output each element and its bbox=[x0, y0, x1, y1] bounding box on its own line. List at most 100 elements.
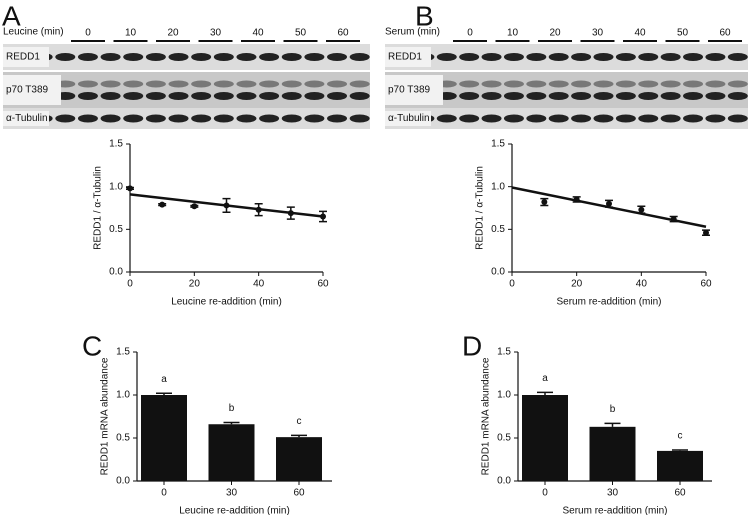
blot-band bbox=[548, 80, 569, 88]
blot-band bbox=[77, 114, 98, 123]
significance-letter: b bbox=[229, 403, 235, 414]
blot-band bbox=[145, 80, 166, 88]
treatment-label: Serum (min) bbox=[385, 27, 440, 38]
error-bar bbox=[223, 421, 240, 425]
y-tick-label: 0.5 bbox=[491, 224, 505, 235]
blot-band bbox=[145, 114, 166, 123]
blot-band bbox=[55, 53, 76, 61]
blot-band bbox=[705, 92, 726, 100]
x-axis-label: Serum re-addition (min) bbox=[556, 297, 661, 308]
blot-band bbox=[727, 53, 748, 61]
blot-band bbox=[526, 80, 547, 88]
data-point bbox=[606, 200, 612, 207]
bar bbox=[141, 395, 187, 481]
y-tick-label: 1.5 bbox=[109, 139, 123, 150]
blot-band bbox=[304, 92, 325, 100]
blot-band bbox=[526, 92, 547, 100]
y-tick-label: 1.5 bbox=[491, 139, 505, 150]
blot-band bbox=[683, 114, 704, 123]
blot-band bbox=[526, 114, 547, 123]
y-tick-label: 0.5 bbox=[497, 433, 511, 444]
blot-band bbox=[593, 53, 614, 61]
y-axis-label: REDD1 mRNA abundance bbox=[481, 357, 492, 475]
blot-label-bg bbox=[3, 75, 61, 105]
blot-band bbox=[145, 92, 166, 100]
blot-band bbox=[304, 80, 325, 88]
blot-band bbox=[615, 80, 636, 88]
blot-band bbox=[571, 114, 592, 123]
blot-band bbox=[481, 53, 502, 61]
blot-band bbox=[213, 92, 234, 100]
blot-band bbox=[145, 53, 166, 61]
blot-band bbox=[548, 92, 569, 100]
blot-band bbox=[727, 114, 748, 123]
blot-band bbox=[660, 114, 681, 123]
timepoint-label: 0 bbox=[467, 28, 473, 39]
blot-band bbox=[236, 53, 257, 61]
blot-band bbox=[436, 114, 457, 123]
blot-band bbox=[191, 92, 212, 100]
y-tick-label: 0.0 bbox=[109, 267, 123, 278]
blot-band bbox=[281, 80, 302, 88]
y-axis-label: REDD1 / α-Tubulin bbox=[93, 166, 104, 250]
panel-letter: C bbox=[82, 330, 102, 361]
blot-row-label: REDD1 bbox=[6, 52, 40, 63]
timepoint-label: 10 bbox=[125, 28, 137, 39]
y-tick-label: 0.0 bbox=[116, 476, 130, 487]
data-point bbox=[638, 206, 645, 213]
blot-band bbox=[481, 80, 502, 88]
blot-band bbox=[615, 114, 636, 123]
x-tick-label: 0 bbox=[542, 488, 548, 499]
y-tick-label: 0.5 bbox=[116, 433, 130, 444]
x-tick-label: 40 bbox=[253, 279, 265, 290]
error-bar bbox=[291, 434, 307, 438]
blot-band bbox=[660, 92, 681, 100]
blot-label-bg bbox=[385, 75, 443, 105]
blot-band bbox=[683, 80, 704, 88]
timepoint-label: 50 bbox=[677, 28, 689, 39]
blot-band bbox=[459, 114, 480, 123]
blot-row-label: α-Tubulin bbox=[388, 113, 430, 124]
error-bar bbox=[537, 391, 553, 395]
timepoint-label: 40 bbox=[252, 28, 264, 39]
error-bar bbox=[672, 449, 688, 451]
blot-band bbox=[236, 92, 257, 100]
blot-band bbox=[191, 114, 212, 123]
blot-band bbox=[123, 80, 144, 88]
x-axis-label: Serum re-addition (min) bbox=[562, 506, 667, 515]
blot-band bbox=[436, 53, 457, 61]
blot-strip bbox=[3, 72, 370, 108]
blot-band bbox=[683, 92, 704, 100]
panel-letter: D bbox=[462, 330, 482, 361]
y-tick-label: 0.0 bbox=[497, 476, 511, 487]
blot-label-bg bbox=[3, 111, 49, 126]
bar bbox=[657, 450, 703, 481]
blot-band bbox=[123, 114, 144, 123]
x-tick-label: 60 bbox=[293, 488, 305, 499]
blot-band bbox=[77, 92, 98, 100]
blot-band bbox=[259, 92, 280, 100]
blot-band bbox=[593, 92, 614, 100]
blot-band bbox=[77, 53, 98, 61]
blot-band bbox=[503, 114, 524, 123]
blot-band bbox=[503, 53, 524, 61]
blot-band bbox=[281, 114, 302, 123]
blot-band bbox=[213, 53, 234, 61]
x-tick-label: 40 bbox=[636, 279, 648, 290]
y-axis-label: REDD1 mRNA abundance bbox=[100, 357, 111, 475]
blot-band bbox=[281, 53, 302, 61]
data-point bbox=[127, 185, 133, 192]
x-tick-label: 30 bbox=[607, 488, 619, 499]
data-point bbox=[703, 229, 709, 236]
blot-band bbox=[705, 53, 726, 61]
data-point bbox=[320, 213, 326, 220]
blot-band bbox=[236, 80, 257, 88]
blot-band bbox=[349, 80, 370, 88]
timepoint-label: 20 bbox=[549, 28, 561, 39]
blot-band bbox=[526, 53, 547, 61]
blot-label-bg bbox=[3, 47, 49, 67]
blot-band bbox=[705, 80, 726, 88]
blot-band bbox=[123, 53, 144, 61]
blot-band bbox=[503, 80, 524, 88]
